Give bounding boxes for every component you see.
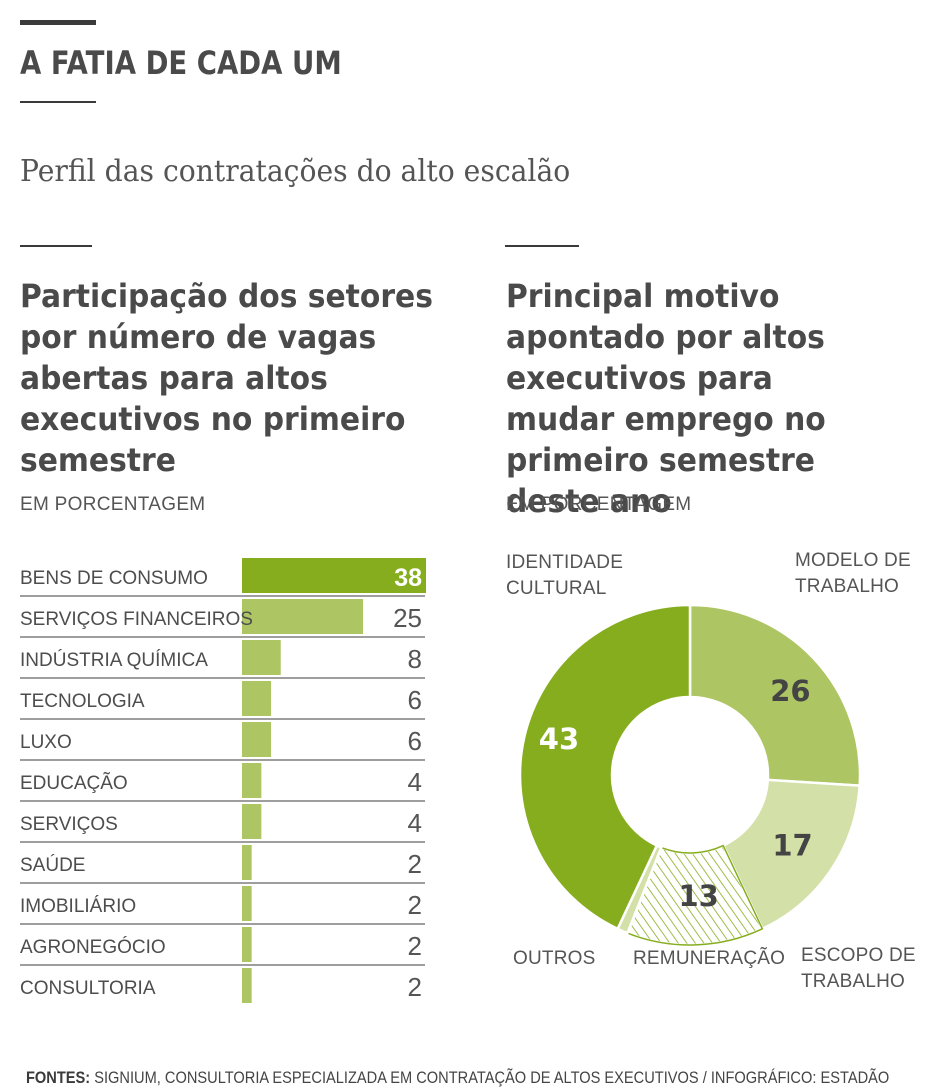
bar-imobiliario bbox=[242, 886, 252, 921]
bar-servicos bbox=[242, 804, 262, 839]
donut-label-remuneracao: REMUNERAÇÃO bbox=[633, 948, 786, 969]
donut-value-modelo-de-trabalho: 26 bbox=[770, 674, 810, 708]
bar-label-industria-quimica: INDÚSTRIA QUÍMICA bbox=[20, 649, 208, 671]
donut-slice-identidade-cultural bbox=[518, 603, 692, 931]
graphic-subtitle: Perfil das contratações do alto escalão bbox=[20, 154, 571, 189]
bar-industria-quimica bbox=[242, 640, 281, 675]
top-rule bbox=[20, 20, 96, 25]
bar-label-agronegocio: AGRONEGÓCIO bbox=[20, 936, 166, 958]
bar-servicos-financeiros bbox=[242, 599, 364, 634]
donut-label-escopo-de-trabalho: ESCOPO DE TRABALHO bbox=[801, 945, 916, 992]
bar-value-saude: 2 bbox=[408, 849, 422, 879]
bar-consultoria bbox=[242, 968, 252, 1003]
bar-luxo bbox=[242, 722, 272, 757]
bar-label-servicos: SERVIÇOS bbox=[20, 814, 118, 835]
bar-label-luxo: LUXO bbox=[20, 732, 72, 753]
bar-value-educacao: 4 bbox=[408, 767, 422, 797]
donut-label-outros: OUTROS bbox=[513, 948, 596, 969]
source-credit: FONTES: SIGNIUM, CONSULTORIA ESPECIALIZA… bbox=[26, 1068, 889, 1088]
bar-value-servicos-financeiros: 25 bbox=[393, 603, 422, 633]
bar-label-servicos-financeiros: SERVIÇOS FINANCEIROS bbox=[20, 609, 253, 630]
source-text: SIGNIUM, CONSULTORIA ESPECIALIZADA EM CO… bbox=[94, 1068, 890, 1087]
bar-label-saude: SAÚDE bbox=[20, 854, 85, 876]
bar-educacao bbox=[242, 763, 262, 798]
bar-value-tecnologia: 6 bbox=[408, 685, 422, 715]
bar-label-consultoria: CONSULTORIA bbox=[20, 978, 156, 999]
bar-value-luxo: 6 bbox=[408, 726, 422, 756]
bar-saude bbox=[242, 845, 252, 880]
graphic-kicker: A FATIA DE CADA UM bbox=[20, 44, 342, 82]
source-label: FONTES: bbox=[26, 1068, 91, 1087]
donut-panel-rule bbox=[505, 245, 579, 247]
donut-chart-title: Principal motivo apontado por altos exec… bbox=[506, 277, 826, 520]
bar-value-imobiliario: 2 bbox=[408, 890, 422, 920]
donut-label-identidade-cultural: IDENTIDADE CULTURAL bbox=[506, 552, 624, 599]
donut-label-modelo-de-trabalho: MODELO DE TRABALHO bbox=[795, 550, 911, 597]
bar-panel-rule bbox=[20, 245, 92, 247]
bar-chart-title: Participação dos setores por número de v… bbox=[20, 277, 433, 479]
bar-value-bens-de-consumo: 38 bbox=[394, 564, 422, 592]
bar-value-agronegocio: 2 bbox=[408, 931, 422, 961]
bar-agronegocio bbox=[242, 927, 252, 962]
bar-tecnologia bbox=[242, 681, 272, 716]
bar-value-industria-quimica: 8 bbox=[408, 644, 422, 674]
donut-slice-escopo-de-trabalho bbox=[721, 778, 861, 931]
donut-value-escopo-de-trabalho: 17 bbox=[772, 829, 812, 863]
donut-value-remuneracao: 13 bbox=[678, 879, 718, 913]
kicker-underline bbox=[20, 101, 96, 103]
donut-chart: 261713143 bbox=[518, 603, 862, 947]
bar-bens-de-consumo bbox=[242, 558, 426, 593]
bar-value-consultoria: 2 bbox=[408, 972, 422, 1002]
bar-label-imobiliario: IMOBILIÁRIO bbox=[20, 896, 136, 917]
bar-label-bens-de-consumo: BENS DE CONSUMO bbox=[20, 568, 208, 589]
bar-label-tecnologia: TECNOLOGIA bbox=[20, 691, 145, 712]
bar-value-servicos: 4 bbox=[408, 808, 422, 838]
donut-slice-modelo-de-trabalho bbox=[688, 603, 862, 788]
bar-chart-unit: EM PORCENTAGEM bbox=[20, 494, 206, 515]
bar-label-educacao: EDUCAÇÃO bbox=[20, 772, 128, 794]
donut-chart-unit: EM PORCENTAGEM bbox=[506, 494, 692, 515]
bar-chart: BENS DE CONSUMO 38 SERVIÇOS FINANCEIROS 25 I… bbox=[20, 558, 426, 1003]
donut-value-identidade-cultural: 43 bbox=[539, 722, 579, 756]
